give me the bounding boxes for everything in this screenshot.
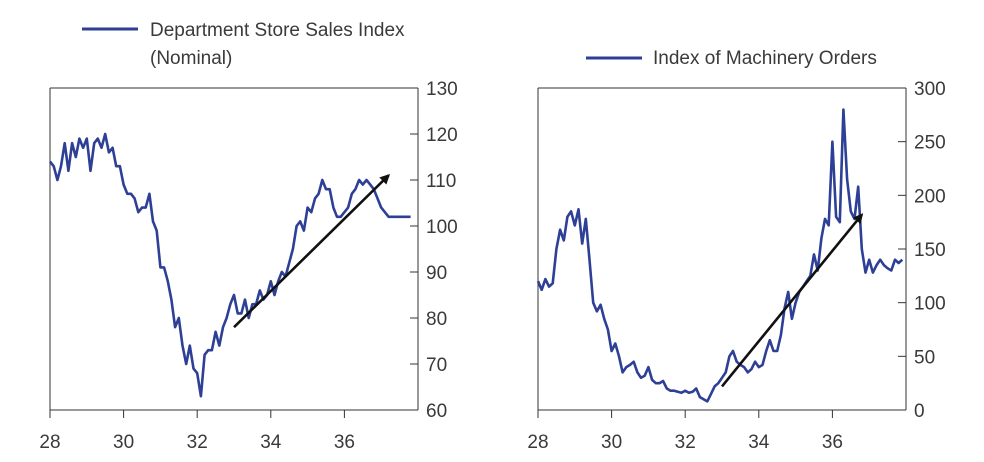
right-x-tick-label: 28: [527, 432, 548, 453]
left-y-tick-label: 100: [426, 217, 458, 238]
right-y-tick-label: 250: [914, 133, 946, 154]
right-y-tick-label: 0: [914, 401, 925, 422]
right-y-tick-label: 100: [914, 294, 946, 315]
left-y-tick-label: 130: [426, 79, 458, 100]
left-plot-area: 28 30 32 34 36 60 70 80 90 100 110 120 130: [39, 79, 457, 453]
right-y-tick-label: 50: [914, 347, 935, 368]
right-x-tick-label: 34: [748, 432, 770, 453]
left-x-tick-label: 30: [113, 432, 134, 453]
left-legend-label-2: (Nominal): [150, 48, 232, 69]
right-plot-area: 28 30 32 34 36 0 50 100 150 200 250 300: [527, 79, 945, 453]
left-x-tick-label: 32: [187, 432, 208, 453]
right-legend-label: Index of Machinery Orders: [653, 48, 877, 69]
right-x-tick-label: 36: [822, 432, 843, 453]
right-trend-arrow: [720, 213, 864, 388]
right-y-tick-label: 150: [914, 240, 946, 261]
right-x-tick-label: 32: [675, 432, 696, 453]
left-x-tick-label: 28: [39, 432, 60, 453]
right-y-tick-label: 200: [914, 186, 946, 207]
left-trend-arrow: [233, 173, 390, 329]
left-x-tick-label: 34: [260, 432, 282, 453]
left-y-tick-label: 110: [426, 171, 456, 192]
left-y-tick-label: 120: [426, 125, 458, 146]
left-y-tick-label: 70: [426, 355, 447, 376]
right-y-ticks: 0 50 100 150 200 250 300: [898, 79, 946, 422]
right-x-tick-label: 30: [601, 432, 622, 453]
left-x-tick-label: 36: [334, 432, 355, 453]
right-series-line: [536, 108, 904, 403]
right-x-ticks: 28 30 32 34 36: [527, 410, 843, 453]
left-x-ticks: 28 30 32 34 36: [39, 410, 355, 453]
right-y-tick-label: 300: [914, 79, 946, 100]
left-series-line: [48, 132, 411, 398]
left-y-ticks: 60 70 80 90 100 110 120 130: [410, 79, 458, 422]
left-y-tick-label: 80: [426, 309, 447, 330]
left-legend-label-1: Department Store Sales Index: [150, 20, 405, 41]
left-y-tick-label: 60: [426, 401, 447, 422]
left-y-tick-label: 90: [426, 263, 447, 284]
